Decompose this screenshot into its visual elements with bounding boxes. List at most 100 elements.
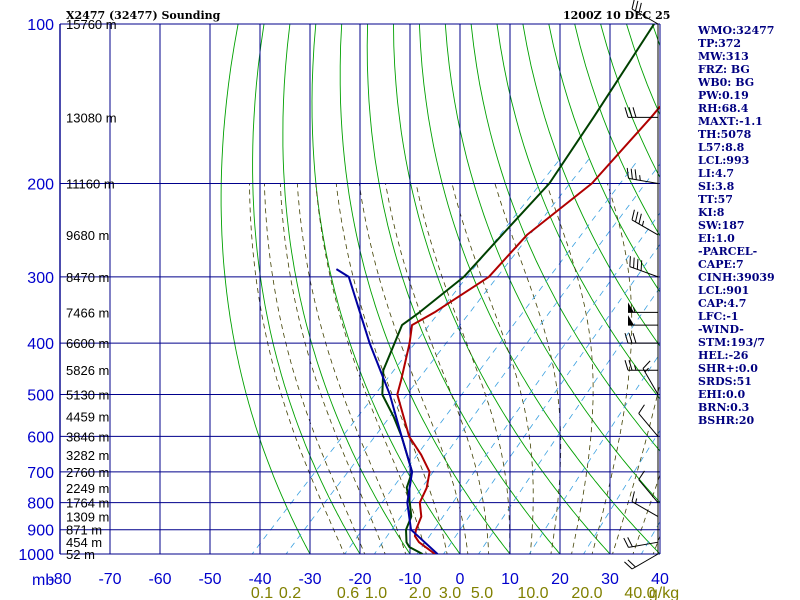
mixing-ratio-tick-label: 40.0	[624, 585, 655, 600]
index-line: WB0: BG	[698, 76, 755, 89]
pressure-unit-label: mb	[32, 572, 54, 589]
mixing-ratio-tick-label: 5.0	[471, 585, 493, 600]
height-label: 13080 m	[66, 110, 117, 125]
moist-adiabat	[451, 183, 534, 554]
indices-panel: WMO:32477 TP:372 MW:313 FRZ: BG WB0: BG PW:0.…	[698, 24, 798, 427]
wind-barb	[624, 332, 658, 344]
dry-adiabat	[393, 24, 611, 554]
mixing-ratio-tick-label: 2.0	[409, 585, 431, 600]
dry-adiabat	[548, 24, 660, 293]
dry-adiabat	[252, 24, 361, 554]
index-line: L57:8.8	[698, 141, 745, 154]
mixing-ratio-tick-label: 1.0	[365, 585, 387, 600]
temperature-tick-label: 20	[551, 571, 569, 588]
mixing-ratio-tick-label: 0.6	[337, 585, 359, 600]
pressure-tick-label: 200	[27, 177, 54, 194]
index-line: LI:4.7	[698, 167, 735, 180]
height-label: 871 m	[66, 523, 102, 538]
mixing-ratio-unit-label: g/kg	[649, 585, 679, 600]
index-line: WMO:32477	[698, 24, 775, 37]
moist-adiabat	[415, 183, 511, 554]
mixing-ratio-tick-label: 3.0	[439, 585, 461, 600]
dewpoint-profile	[381, 24, 655, 554]
height-label: 4459 m	[66, 409, 109, 424]
temperature-tick-label: -50	[198, 571, 221, 588]
index-line: TT:57	[698, 193, 733, 206]
moist-adiabat	[358, 183, 469, 554]
chart-title: X2477 (32477) Sounding	[66, 9, 221, 22]
mixing-ratio-line	[285, 159, 590, 554]
moist-adiabat	[315, 183, 427, 554]
mixing-ratio-line	[416, 212, 660, 554]
pressure-tick-label: 400	[27, 336, 54, 353]
temperature-tick-label: -20	[348, 571, 371, 588]
pressure-tick-label: 100	[27, 17, 54, 34]
index-line: MAXT:-1.1	[698, 115, 763, 128]
wind-barb	[628, 315, 658, 326]
wind-barb	[623, 537, 659, 548]
temperature-tick-label: 30	[601, 571, 619, 588]
index-line: BSHR:20	[698, 414, 755, 427]
temperature-tick-label: 0	[456, 571, 465, 588]
height-label: 8470 m	[66, 270, 109, 285]
wind-barb	[624, 553, 659, 570]
index-line: PW:0.19	[698, 89, 749, 102]
mixing-ratio-line	[373, 163, 660, 554]
wind-barb	[631, 209, 659, 236]
index-line: HEL:-26	[698, 349, 749, 362]
index-line: SW:187	[698, 219, 745, 232]
index-line: CAP:4.7	[698, 297, 747, 310]
index-line: TP:372	[698, 37, 742, 50]
height-label: 1764 m	[66, 496, 109, 511]
chart-datetime: 1200Z 10 DEC 25	[563, 9, 671, 22]
wind-barb	[624, 360, 658, 371]
moist-adiabat	[264, 183, 366, 554]
mixing-ratio-tick-label: 0.2	[279, 585, 301, 600]
temperature-tick-label: -30	[298, 571, 321, 588]
temperature-tick-label: 40	[651, 571, 669, 588]
pressure-tick-label: 500	[27, 387, 54, 404]
mixing-ratio-tick-label: 20.0	[571, 585, 602, 600]
height-label: 6600 m	[66, 336, 109, 351]
moist-adiabat	[385, 183, 490, 554]
index-line: -WIND-	[698, 323, 744, 336]
index-line: LCL:993	[698, 154, 750, 167]
index-line: FRZ: BG	[698, 63, 750, 76]
index-line: LCL:901	[698, 284, 750, 297]
index-line: SI:3.8	[698, 180, 735, 193]
moist-adiabat	[494, 183, 562, 554]
dry-adiabat	[311, 24, 461, 554]
height-label: 2249 m	[66, 481, 109, 496]
moist-adiabat	[591, 183, 633, 554]
index-line: RH:68.4	[698, 102, 749, 115]
dry-adiabat	[522, 24, 660, 347]
pressure-tick-label: 600	[27, 429, 54, 446]
wind-barb	[628, 302, 658, 313]
mixing-ratio-tick-label: 10.0	[517, 585, 548, 600]
index-line: CINH:39039	[698, 271, 775, 284]
wind-barb	[638, 404, 659, 437]
temperature-tick-label: -80	[48, 571, 71, 588]
temperature-tick-label: -40	[248, 571, 271, 588]
dry-adiabat	[220, 24, 311, 554]
mixing-ratio-line	[583, 429, 660, 554]
height-label: 11160 m	[66, 177, 115, 192]
temperature-tick-label: -10	[398, 571, 421, 588]
index-line: MW:313	[698, 50, 749, 63]
moist-adiabat	[296, 183, 407, 554]
index-line: KI:8	[698, 206, 725, 219]
wind-barb	[638, 470, 659, 503]
wind-barb	[631, 491, 659, 518]
pressure-tick-label: 700	[27, 465, 54, 482]
temperature-profile	[396, 105, 660, 554]
wind-barb	[631, 0, 659, 25]
height-label: 454 m	[66, 535, 102, 550]
moist-adiabat	[546, 183, 594, 554]
pressure-tick-label: 900	[27, 523, 54, 540]
dry-adiabat	[470, 24, 660, 452]
moist-adiabat	[335, 183, 448, 554]
index-line: EHI:0.0	[698, 388, 746, 401]
height-label: 5130 m	[66, 387, 109, 402]
pressure-tick-label: 1000	[18, 547, 54, 564]
